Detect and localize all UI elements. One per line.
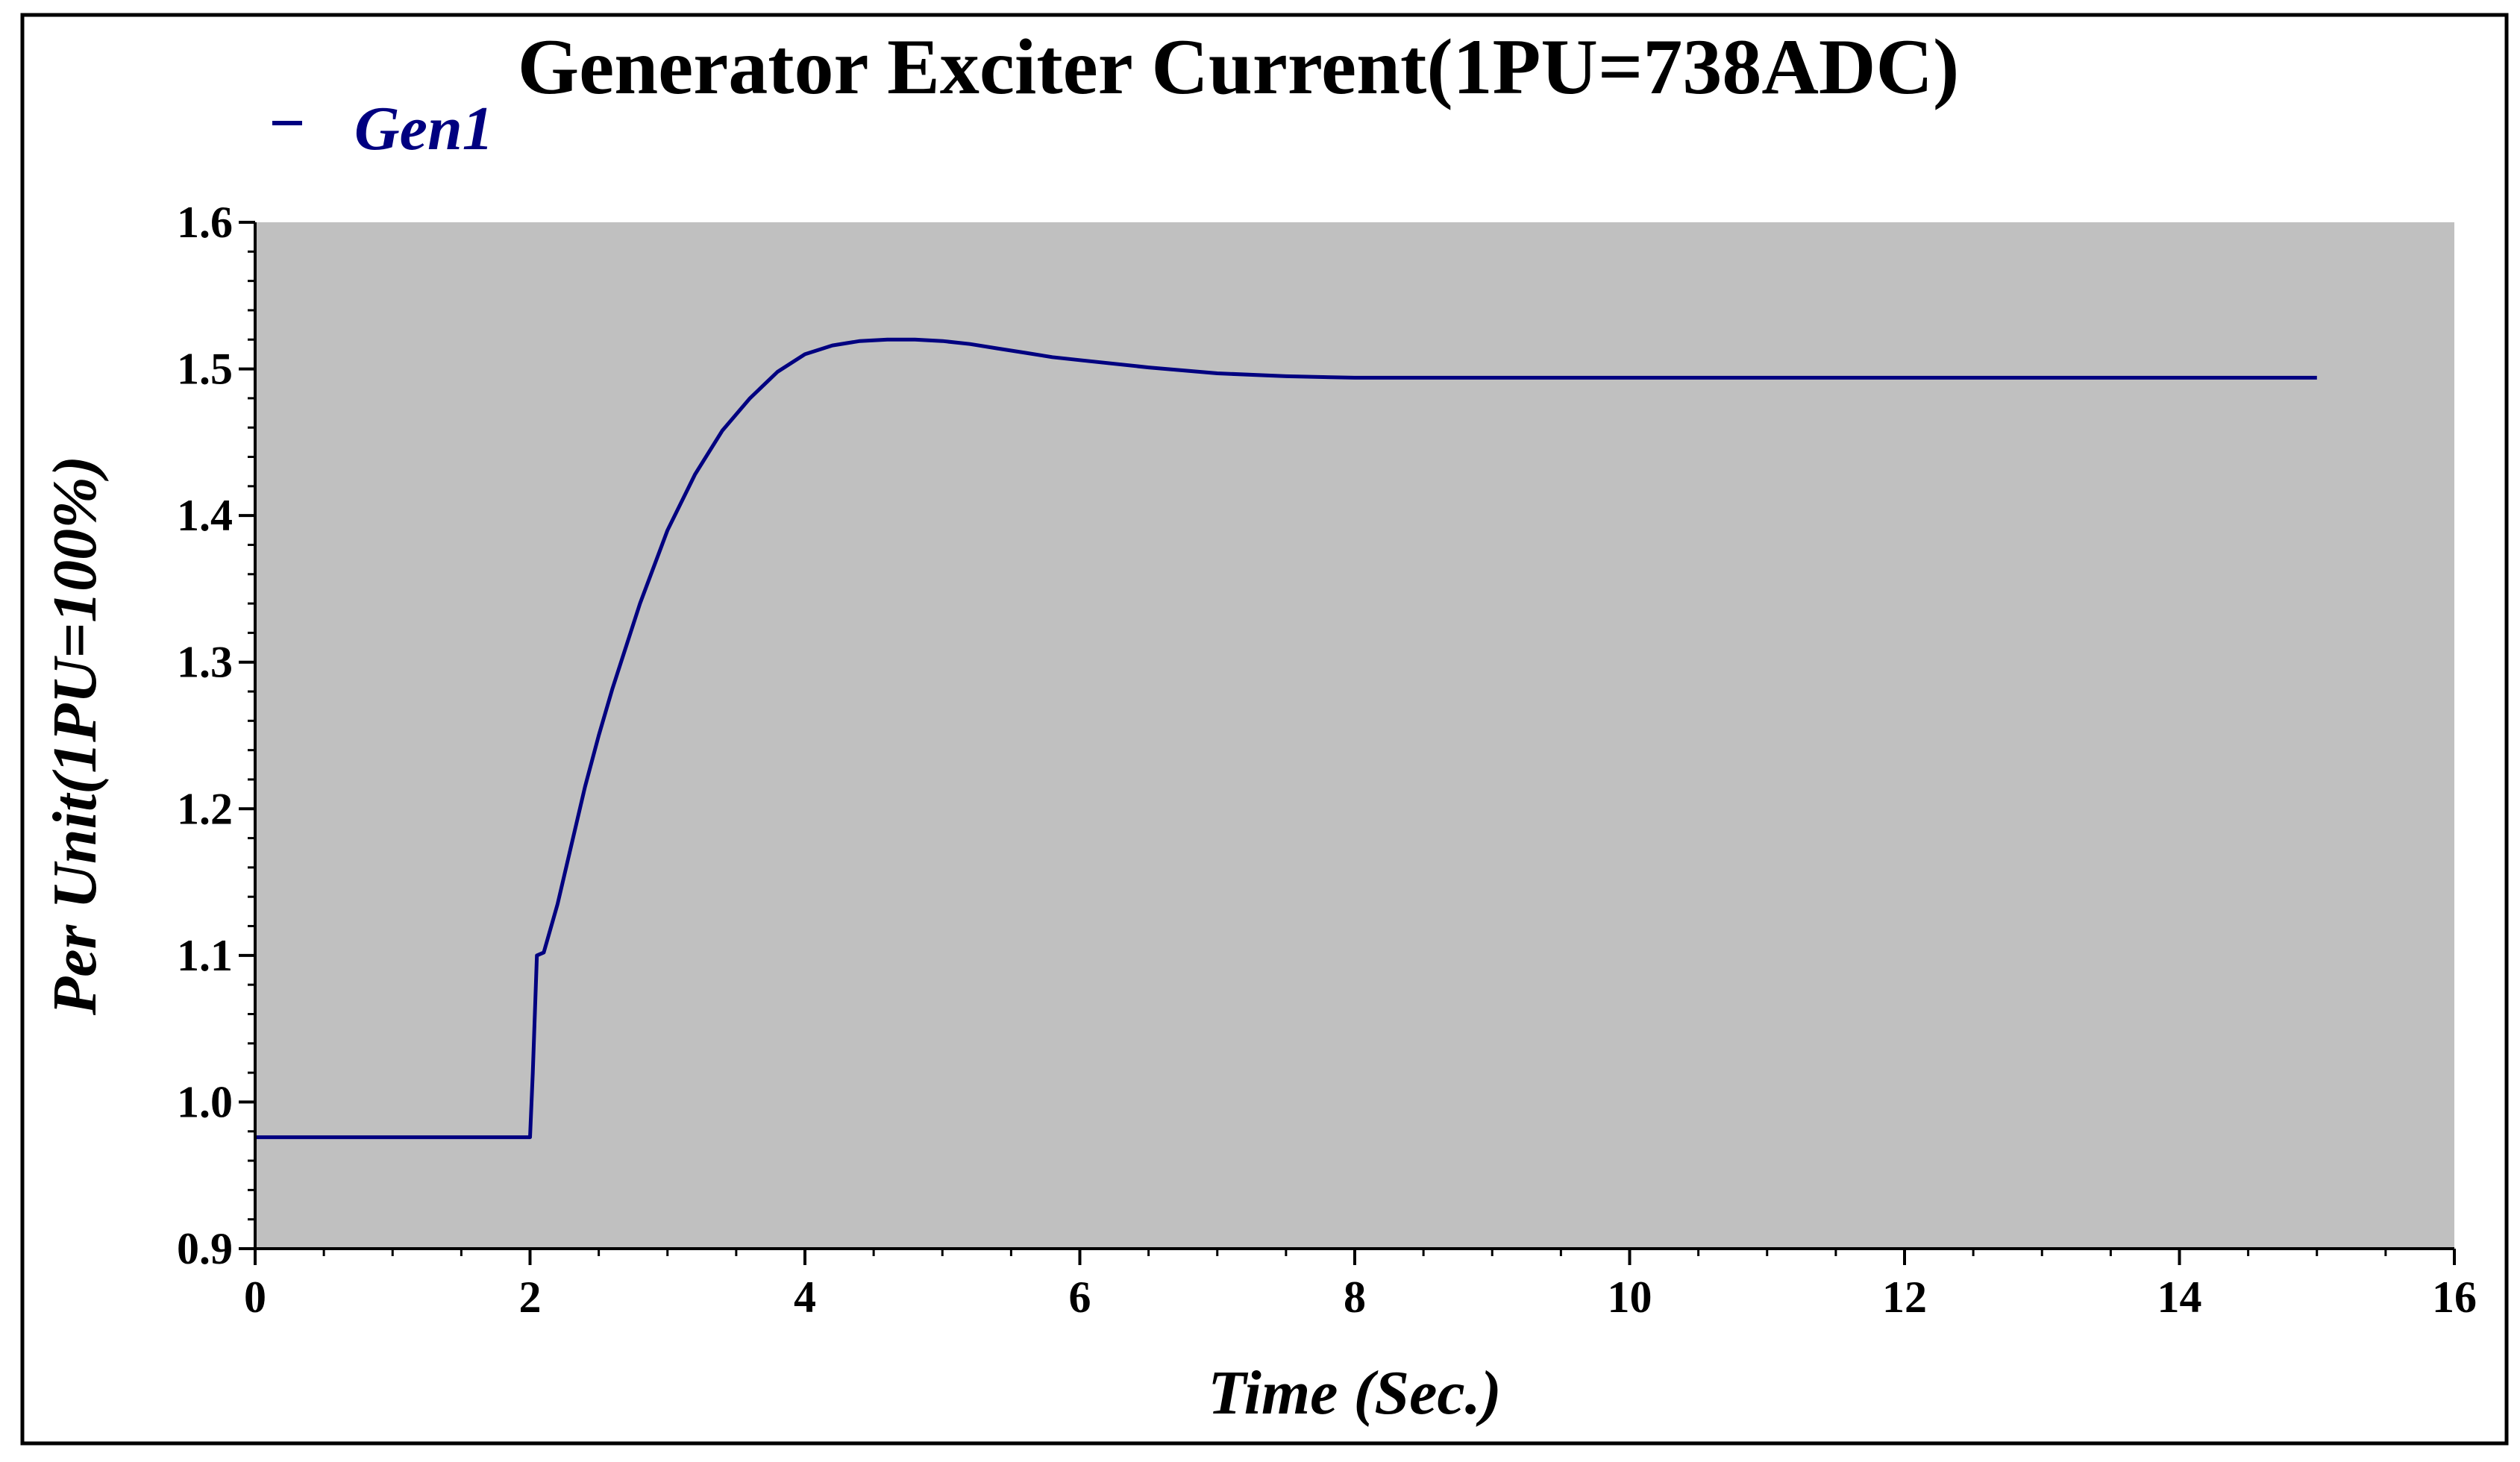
- y-tick-label-1.3: 1.3: [177, 638, 233, 687]
- x-tick-label-10: 10: [1608, 1273, 1652, 1322]
- x-tick-label-6: 6: [1069, 1273, 1091, 1322]
- x-tick-label-16: 16: [2432, 1273, 2477, 1322]
- series-line-gen1: [255, 337, 2317, 1140]
- x-axis-label: Time (Sec.): [1208, 1358, 1501, 1428]
- y-tick-labels: 0.9 1.0 1.1 1.2 1.3 1.4 1.5 1.6: [177, 198, 233, 1273]
- y-tick-label-1.1: 1.1: [177, 931, 233, 980]
- y-tick-label-1.6: 1.6: [177, 198, 233, 247]
- x-tick-label-2: 2: [519, 1273, 542, 1322]
- chart-title: Generator Exciter Current(1PU=738ADC): [518, 23, 1960, 110]
- x-tick-label-0: 0: [244, 1273, 266, 1322]
- y-tick-label-1.0: 1.0: [177, 1077, 233, 1126]
- x-tick-label-8: 8: [1344, 1273, 1366, 1322]
- x-tick-label-4: 4: [794, 1273, 816, 1322]
- x-tick-label-14: 14: [2157, 1273, 2202, 1322]
- y-tick-label-1.5: 1.5: [177, 345, 233, 394]
- y-tick-label-0.9: 0.9: [177, 1224, 233, 1273]
- x-tick-label-12: 12: [1882, 1273, 1927, 1322]
- x-tick-labels: 0 2 4 6 8 10 12 14 16: [244, 1273, 2477, 1322]
- y-axis-label: Per Unit(1PU=100%): [40, 456, 110, 1016]
- y-tick-label-1.4: 1.4: [177, 491, 233, 540]
- legend: Gen1: [272, 94, 494, 163]
- plot-area: [255, 222, 2454, 1249]
- legend-label-gen1: Gen1: [354, 94, 494, 163]
- y-tick-label-1.2: 1.2: [177, 784, 233, 833]
